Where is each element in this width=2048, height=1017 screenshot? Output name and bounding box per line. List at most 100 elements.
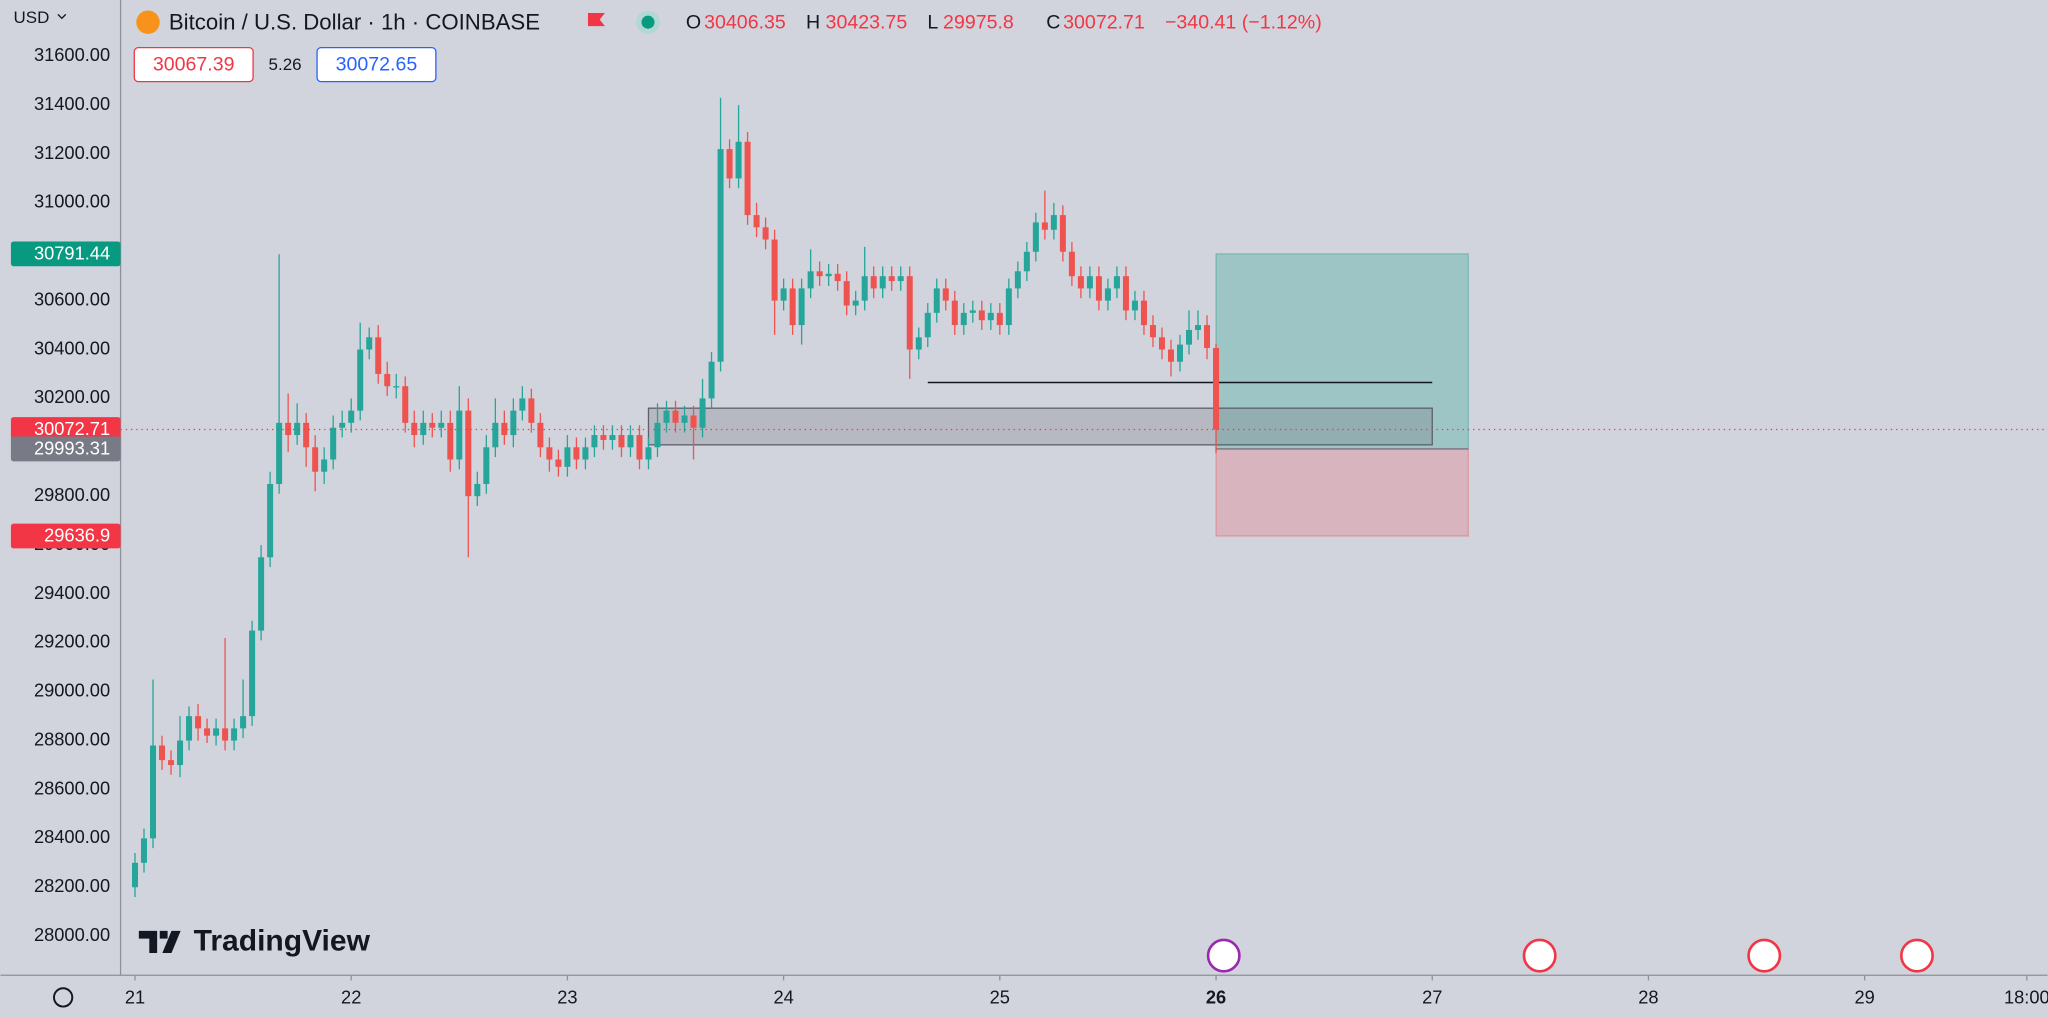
y-tick-label: 31600.00 [34,44,110,65]
currency-caret[interactable] [57,13,67,20]
candle-body [744,141,751,216]
candle-body [1005,288,1012,326]
candle-body [1077,276,1084,289]
settings-icon[interactable] [53,987,74,1008]
candle-body [465,410,472,497]
event-icon[interactable] [1522,938,1557,973]
price-label-box [10,436,121,462]
price-label-box [10,417,121,442]
candle-body [843,281,850,306]
candle-body [978,310,985,321]
ask[interactable]: 30072.65 [336,53,418,75]
price-label-box [10,523,121,549]
price-label: 30791.44 [34,242,110,263]
candle-body [177,740,184,766]
candle-body [1195,325,1202,330]
candle-body [339,422,346,428]
brand-name[interactable]: TradingView [194,925,371,958]
candle-body [140,838,148,863]
candle-body [933,288,940,313]
bid-box[interactable] [133,46,254,83]
support-zone [647,407,1433,446]
event-icon[interactable] [1206,938,1241,973]
candle-body [474,483,481,497]
x-tick-label: 26 [1206,987,1226,1008]
price-label: 29993.31 [34,437,110,458]
candle-body [1032,222,1039,252]
candle-body [276,422,283,484]
y-tick-label: 28000.00 [34,924,110,945]
bid[interactable]: 30067.39 [153,53,235,75]
currency[interactable]: USD [14,8,50,27]
candle-body [879,276,886,289]
y-tick-label: 29800.00 [34,484,110,505]
candle-body [501,422,508,436]
candle-body [717,149,724,362]
candle-body [213,728,220,736]
candle-body [1014,271,1021,289]
close-value: 30072.71 [1063,12,1145,34]
candle-body [906,276,913,350]
candle-body [231,728,238,741]
low-label: L [927,12,938,34]
y-tick-label: 30200.00 [34,386,110,407]
candle-body [1176,344,1183,362]
candle-body [546,447,553,460]
candle-body [996,312,1003,326]
candle-body [564,447,571,467]
candle-body [1041,222,1048,230]
candle-body [447,422,454,460]
brand-logo[interactable] [138,930,181,954]
loss-zone [1215,448,1469,537]
ask-box[interactable] [316,46,437,83]
candle-body [1140,300,1147,326]
candle-body [699,398,706,428]
candle-body [393,386,400,388]
y-tick-label: 28800.00 [34,728,110,749]
candle-body [1086,276,1093,289]
candle-body [807,271,814,289]
candle-body [672,410,679,423]
candle-body [555,459,562,467]
y-tick-label: 29400.00 [34,582,110,603]
candle-body [627,435,634,448]
candle-body [618,435,625,448]
candle-body [726,149,733,179]
candle-body [240,716,247,729]
candle-body [420,422,427,436]
chart-title[interactable]: Bitcoin / U.S. Dollar · 1h · COINBASE [169,9,540,34]
candle-body [131,862,138,888]
x-tick-label: 25 [990,987,1010,1008]
event-icon[interactable] [1900,938,1934,973]
candle-body [384,373,391,387]
x-tick-label: 29 [1854,987,1874,1008]
candle-body [249,630,256,717]
candle-body [294,422,301,436]
candle-body [1104,288,1111,301]
candle-body [510,410,517,436]
candle-body [186,716,193,741]
candle-body [168,760,175,766]
candle-body [429,422,436,428]
candle-body [573,447,580,460]
candle-body [312,447,319,472]
candle-body [1122,276,1129,311]
candle-body [1068,251,1075,277]
candle-body [303,422,310,448]
x-tick-label: 22 [341,987,361,1008]
y-tick-label: 31400.00 [34,93,110,114]
candle-body [483,447,490,484]
candle-body [735,141,742,179]
close-label: C [1046,12,1060,34]
candle-body [708,361,715,399]
candle-body [537,422,544,448]
candle-body [321,459,328,472]
candle-body [150,745,157,839]
candle-body [1131,300,1138,311]
y-tick-label: 28600.00 [34,777,110,798]
flag-icon[interactable] [587,13,605,27]
event-icon[interactable] [1747,938,1782,973]
candle-body [915,337,922,350]
